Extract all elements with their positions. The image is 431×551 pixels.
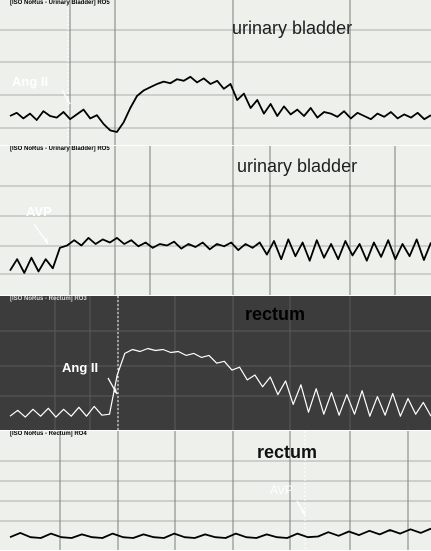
- series-trace: [9, 527, 431, 539]
- bladder-angii-stimulus-label: Ang II: [12, 74, 49, 89]
- panel-background: [0, 0, 431, 146]
- stimulus-arrowhead: [44, 238, 48, 244]
- stimulus-arrowhead: [113, 388, 117, 394]
- bladder-avp-stimulus-label: AVP: [26, 204, 52, 219]
- rectum-avp-panel: [ISO NoRus - Rectum] RO4 rectum AVP: [0, 431, 431, 551]
- panel-background: [0, 146, 431, 296]
- rectum-avp-header: [ISO NoRus - Rectum] RO4: [10, 431, 87, 437]
- rectum-angii-chart: [0, 296, 431, 431]
- rectum-avp-stimulus-label: AVP: [270, 483, 294, 497]
- series-trace: [9, 75, 431, 133]
- series-trace: [9, 347, 431, 418]
- rectum-angii-panel: [ISO NoRus - Rectum] RO3 rectum Ang II: [0, 296, 431, 431]
- bladder-angii-title: urinary bladder: [232, 18, 353, 38]
- rectum-angii-title: rectum: [245, 304, 306, 324]
- bladder-angii-header: [ISO NoRus - Urinary Bladder] RO5: [10, 0, 110, 6]
- panel-background: [0, 296, 431, 431]
- bladder-angii-chart: [0, 0, 431, 146]
- bladder-avp-header: [ISO NoRus - Urinary Bladder] RO5: [10, 146, 110, 152]
- panel-background: [0, 431, 431, 551]
- stimulus-arrowhead: [301, 509, 305, 515]
- rectum-angii-header: [ISO NoRus - Rectum] RO3: [10, 296, 87, 302]
- bladder-avp-chart: [0, 146, 431, 296]
- series-trace: [9, 237, 431, 274]
- rectum-angii-stimulus-label: Ang II: [62, 360, 99, 375]
- bladder-avp-panel: [ISO NoRus - Urinary Bladder] RO5 urinar…: [0, 146, 431, 296]
- bladder-avp-title: urinary bladder: [237, 156, 358, 176]
- rectum-avp-chart: [0, 431, 431, 551]
- stimulus-arrowhead: [66, 98, 70, 104]
- rectum-avp-title: rectum: [257, 442, 318, 462]
- bladder-angii-panel: [ISO NoRus - Urinary Bladder] RO5 urinar…: [0, 0, 431, 146]
